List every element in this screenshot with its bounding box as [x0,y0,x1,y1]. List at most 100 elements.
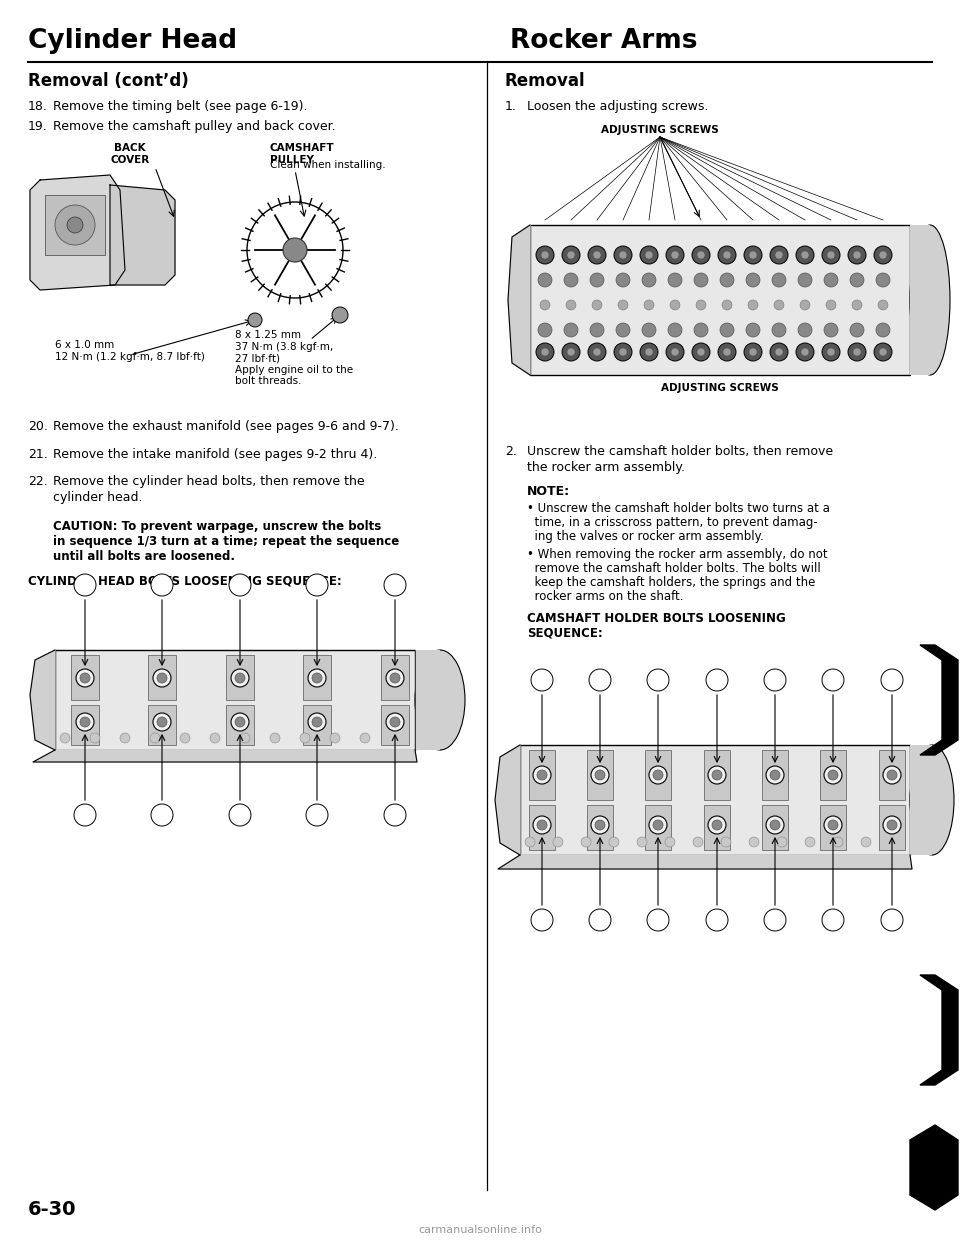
Polygon shape [910,1125,958,1210]
Text: 9: 9 [237,810,243,820]
Circle shape [770,820,780,830]
Circle shape [848,246,866,265]
Circle shape [642,273,656,287]
Text: Remove the timing belt (see page 6-19).: Remove the timing belt (see page 6-19). [53,101,307,113]
Circle shape [591,816,609,833]
Circle shape [67,217,83,233]
Circle shape [712,770,722,780]
Text: 4: 4 [889,674,895,686]
Bar [45,195,105,255]
Circle shape [720,323,734,337]
Bar [910,745,932,854]
Circle shape [764,669,786,691]
Circle shape [798,273,812,287]
Circle shape [833,837,843,847]
Circle shape [828,820,838,830]
Circle shape [666,246,684,265]
Bar [71,655,99,700]
Text: 18.: 18. [28,101,48,113]
Circle shape [76,669,94,687]
Circle shape [618,301,628,310]
Circle shape [283,238,307,262]
Circle shape [744,246,762,265]
Text: Loosen the adjusting screws.: Loosen the adjusting screws. [527,101,708,113]
Bar [587,805,613,850]
Bar [226,705,254,745]
Circle shape [384,574,406,596]
Circle shape [649,766,667,784]
Text: 10: 10 [652,674,664,686]
Bar [529,750,555,800]
Text: carmanualsonline.info: carmanualsonline.info [418,1225,542,1235]
Circle shape [878,301,888,310]
Circle shape [861,837,871,847]
Text: Remove the camshaft pulley and back cover.: Remove the camshaft pulley and back cove… [53,120,336,133]
Text: • Unscrew the camshaft holder bolts two turns at a: • Unscrew the camshaft holder bolts two … [527,502,829,515]
Circle shape [775,348,783,356]
Bar [587,750,613,800]
Text: 7: 7 [829,915,836,925]
Circle shape [770,343,788,361]
Circle shape [653,770,663,780]
Text: CAMSHAFT
PULLEY: CAMSHAFT PULLEY [270,143,335,165]
Bar [303,655,331,700]
Circle shape [153,713,171,732]
Circle shape [697,348,705,356]
Text: 6: 6 [314,580,321,590]
Circle shape [876,323,890,337]
Circle shape [801,251,809,260]
Bar [529,805,555,850]
Bar [381,705,409,745]
Circle shape [746,323,760,337]
Polygon shape [33,750,417,763]
Circle shape [80,673,90,683]
Circle shape [640,246,658,265]
Circle shape [822,669,844,691]
Text: rocker arms on the shaft.: rocker arms on the shaft. [527,590,684,604]
Circle shape [157,717,167,727]
Circle shape [881,669,903,691]
Circle shape [644,301,654,310]
Circle shape [770,246,788,265]
Text: 1: 1 [392,810,398,820]
Text: Cylinder Head: Cylinder Head [28,29,237,53]
Text: 12: 12 [769,674,781,686]
Circle shape [609,837,619,847]
Text: 5: 5 [158,810,165,820]
Circle shape [150,733,160,743]
Text: 7: 7 [314,810,321,820]
Bar [910,225,930,375]
Circle shape [883,766,901,784]
Bar [148,655,176,700]
Circle shape [567,251,575,260]
Circle shape [718,246,736,265]
Text: the rocker arm assembly.: the rocker arm assembly. [527,461,685,474]
Circle shape [645,251,653,260]
Text: 13: 13 [710,915,723,925]
Circle shape [694,323,708,337]
Bar [820,805,846,850]
Polygon shape [508,225,530,375]
Circle shape [772,273,786,287]
Circle shape [564,323,578,337]
Polygon shape [110,185,175,284]
Circle shape [270,733,280,743]
Text: Remove the intake manifold (see pages 9-2 thru 4).: Remove the intake manifold (see pages 9-… [53,448,377,461]
Circle shape [640,343,658,361]
Circle shape [764,909,786,932]
Circle shape [240,733,250,743]
Circle shape [637,837,647,847]
Text: Remove the exhaust manifold (see pages 9-6 and 9-7).: Remove the exhaust manifold (see pages 9… [53,420,398,433]
Text: Removal (cont’d): Removal (cont’d) [28,72,189,89]
Circle shape [722,301,732,310]
Circle shape [538,273,552,287]
Circle shape [887,770,897,780]
Text: 8: 8 [597,674,603,686]
Circle shape [531,909,553,932]
Text: until all bolts are loosened.: until all bolts are loosened. [53,550,235,563]
Circle shape [774,301,784,310]
Circle shape [692,343,710,361]
Circle shape [229,574,251,596]
Circle shape [525,837,535,847]
Circle shape [562,246,580,265]
